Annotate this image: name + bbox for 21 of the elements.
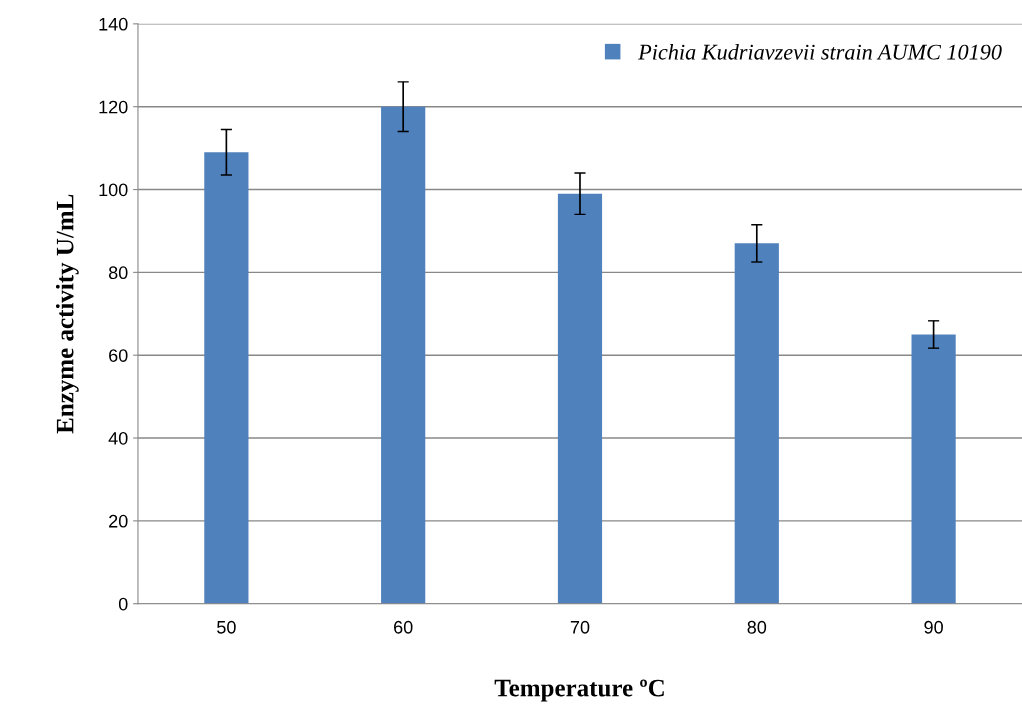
y-tick-label: 100 [99,183,128,197]
y-tick-label: 40 [108,431,128,445]
bar [557,193,603,604]
legend-label: Pichia Kudriavzevii strain AUMC 10190 [638,43,1002,60]
bar [381,106,426,604]
bar [911,334,956,604]
y-axis-title: Enzyme activity U/mL [55,194,79,434]
bar [734,243,779,604]
x-axis-title: Temperature ºC [494,679,664,702]
bar [204,152,249,604]
y-tick-label: 120 [99,100,128,114]
y-tick-label: 140 [99,17,128,31]
x-tick-label: 80 [747,620,767,634]
y-tick-label: 20 [109,514,128,528]
x-tick-label: 70 [570,620,590,634]
y-tick-label: 80 [108,266,128,280]
y-tick-label: 0 [118,597,128,611]
x-tick-label: 60 [394,620,413,634]
y-tick-label: 60 [109,349,128,362]
x-tick-label: 90 [924,620,943,634]
x-tick-label: 50 [217,620,236,634]
